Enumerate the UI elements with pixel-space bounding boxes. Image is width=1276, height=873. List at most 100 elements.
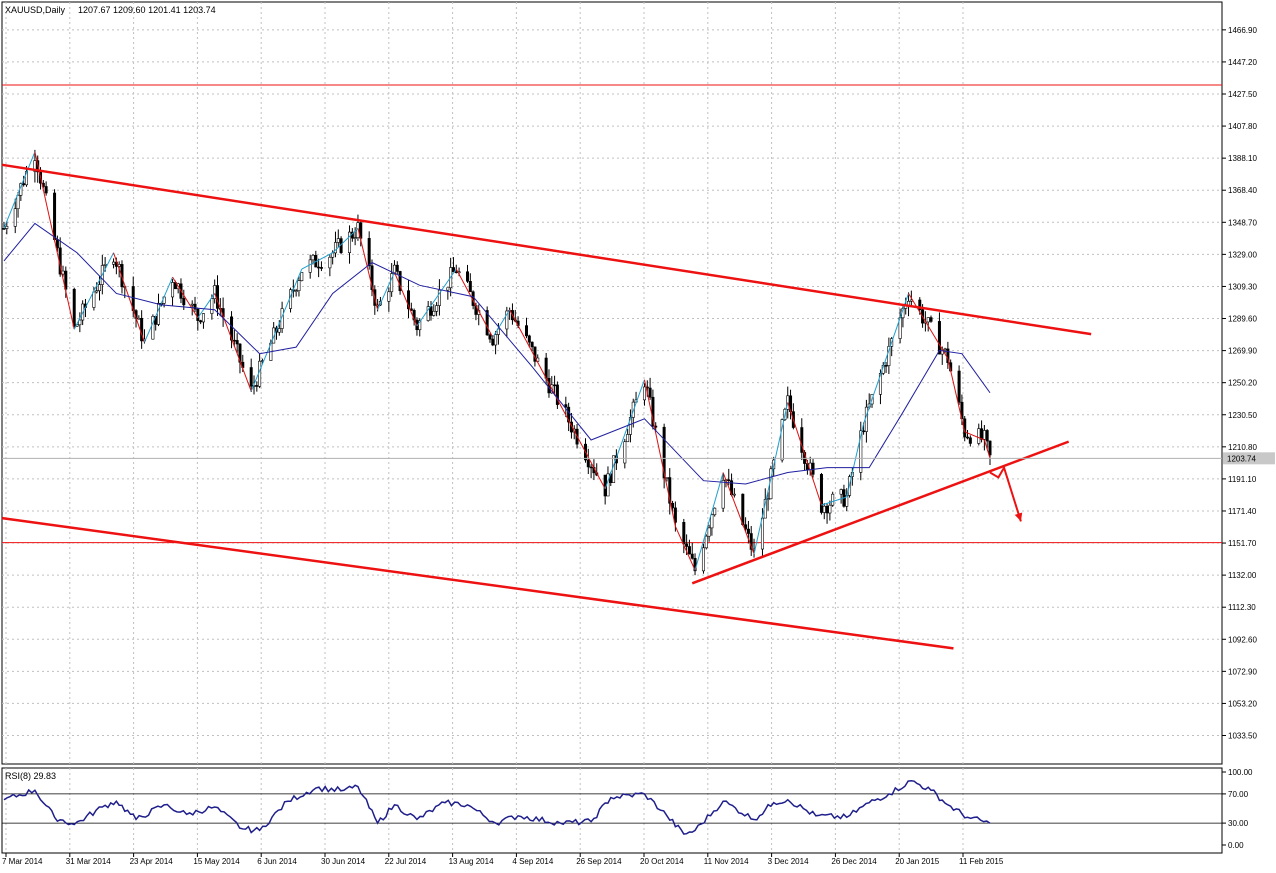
bull-candle: [887, 346, 891, 366]
zigzag-segment: [908, 293, 929, 327]
y-tick-label: 1072.90: [1228, 667, 1257, 676]
bull-candle: [92, 291, 96, 308]
y-tick-label: 1151.70: [1228, 539, 1257, 548]
y-tick-label: 1427.50: [1228, 90, 1257, 99]
bear-candle: [530, 341, 534, 348]
bull-candle: [112, 261, 116, 265]
bull-candle: [137, 317, 141, 320]
bull-candle: [297, 280, 301, 292]
bear-candle: [215, 285, 219, 309]
bull-candle: [387, 291, 391, 302]
y-tick-label: 1368.40: [1228, 186, 1257, 195]
bull-candle: [822, 505, 826, 513]
x-tick-label: 30 Jun 2014: [321, 857, 366, 866]
zigzag-segment: [604, 379, 645, 490]
bear-candle: [800, 427, 804, 453]
bear-candle: [199, 320, 203, 323]
bull-candle: [78, 319, 82, 326]
bear-candle: [589, 466, 593, 469]
bull-candle: [328, 256, 332, 269]
rsi-header: RSI(8) 29.83: [5, 771, 56, 781]
bull-candle: [606, 473, 610, 497]
bear-candle: [524, 325, 528, 337]
bear-candle: [980, 428, 984, 440]
bear-candle: [429, 306, 433, 316]
bull-candle: [16, 194, 20, 210]
zigzag-segment: [674, 526, 696, 571]
bull-candle: [432, 310, 436, 316]
bear-candle: [741, 493, 745, 525]
bear-candle: [819, 474, 823, 513]
bull-candle: [665, 477, 669, 479]
zigzag-segment: [172, 276, 199, 319]
zigzag-segment: [3, 151, 36, 229]
bull-candle: [760, 517, 764, 550]
bear-candle: [44, 186, 48, 194]
bear-candle: [862, 430, 866, 433]
trendline: [1, 516, 954, 650]
x-tick-label: 20 Oct 2014: [640, 857, 684, 866]
y-tick-label: 1112.30: [1228, 603, 1256, 612]
bull-candle: [213, 285, 217, 300]
bear-candle: [2, 228, 6, 230]
bull-candle: [353, 237, 357, 239]
bear-candle: [407, 290, 411, 310]
y-tick-label: 1210.80: [1228, 443, 1257, 452]
zigzag-segment: [863, 293, 910, 424]
zigzag-segment: [455, 268, 494, 338]
y-tick-label: 1230.50: [1228, 411, 1257, 420]
bull-candle: [333, 242, 337, 254]
bear-candle: [564, 404, 568, 408]
bull-candle: [721, 480, 725, 509]
zigzag-segment: [492, 309, 511, 338]
bull-candle: [828, 504, 832, 514]
bull-candle: [766, 498, 770, 501]
symbol-label: XAUUSD,Daily: [5, 5, 66, 15]
x-tick-label: 22 Jul 2014: [385, 857, 427, 866]
bear-candle: [196, 308, 200, 321]
bear-candle: [682, 522, 686, 545]
x-tick-label: 6 Jun 2014: [257, 857, 297, 866]
zigzag-segment: [197, 293, 216, 319]
x-tick-label: 23 Apr 2014: [130, 857, 174, 866]
bull-candle: [190, 303, 194, 306]
bear-candle: [22, 183, 26, 186]
y-tick-label: 1289.60: [1228, 315, 1257, 324]
bear-candle: [72, 288, 76, 327]
zigzag-segment: [983, 439, 991, 459]
bear-candle: [395, 264, 399, 272]
bear-candle: [673, 507, 677, 523]
bear-candle: [485, 310, 489, 336]
zigzag-segment: [694, 472, 724, 571]
bull-candle: [277, 328, 281, 333]
bear-candle: [193, 303, 197, 310]
rsi-y-tick-label: 30.00: [1228, 819, 1249, 828]
bear-candle: [255, 385, 259, 387]
projection-arrow-line: [989, 465, 1022, 522]
rsi-plot-frame: [1, 767, 1223, 854]
bear-candle: [249, 367, 253, 387]
bear-candle: [937, 321, 941, 355]
bull-candle: [623, 441, 627, 464]
bear-candle: [918, 299, 922, 310]
x-tick-label: 13 Aug 2014: [449, 857, 494, 866]
bull-candle: [294, 290, 298, 293]
zigzag-segment: [964, 431, 985, 441]
bull-candle: [982, 430, 986, 440]
x-tick-label: 4 Sep 2014: [512, 857, 553, 866]
bull-candle: [701, 547, 705, 572]
x-tick-label: 11 Nov 2014: [704, 857, 749, 866]
x-tick-label: 26 Dec 2014: [831, 857, 877, 866]
bull-candle: [418, 320, 422, 331]
bull-candle: [943, 348, 947, 351]
bear-candle: [985, 430, 989, 442]
zigzag-segment: [509, 309, 606, 490]
y-tick-label: 1407.80: [1228, 122, 1257, 131]
bear-candle: [685, 543, 689, 547]
bear-candle: [811, 462, 815, 475]
y-tick-label: 1250.20: [1228, 379, 1257, 388]
bull-candle: [95, 290, 99, 293]
bull-candle: [626, 434, 630, 443]
bull-candle: [977, 428, 981, 444]
zigzag-segment: [214, 293, 252, 392]
